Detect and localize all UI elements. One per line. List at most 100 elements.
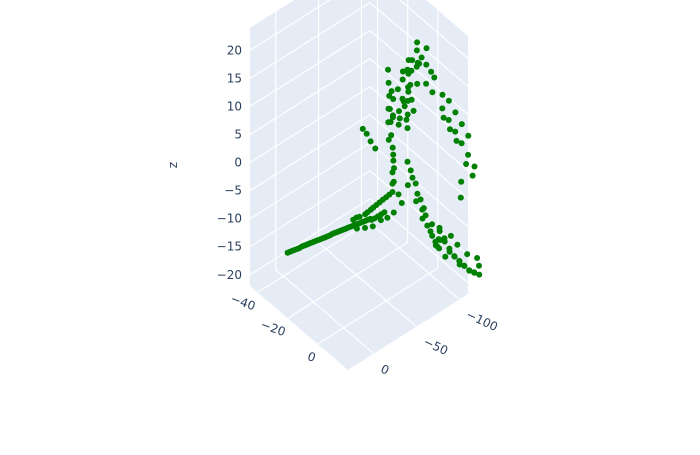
data-point — [466, 267, 473, 274]
data-point — [377, 217, 384, 224]
data-point — [458, 178, 465, 185]
data-point — [367, 215, 374, 222]
data-point — [439, 105, 446, 112]
z-tick-label: −20 — [217, 268, 242, 282]
data-point — [385, 79, 392, 86]
data-point — [359, 125, 366, 132]
data-point — [454, 241, 461, 248]
y-tick-label: −50 — [421, 335, 450, 358]
z-gridline — [249, 58, 371, 136]
data-point — [390, 157, 397, 164]
z-gridline — [249, 30, 371, 108]
z-gridline — [249, 198, 371, 276]
data-point — [388, 132, 395, 139]
z-tick-label: 5 — [234, 128, 242, 142]
data-point — [370, 204, 377, 211]
data-point — [388, 88, 395, 95]
data-point — [364, 209, 371, 216]
data-point — [452, 109, 459, 116]
data-point — [447, 126, 453, 133]
data-point — [418, 54, 425, 61]
data-point — [395, 121, 402, 128]
data-point — [429, 89, 436, 96]
data-point — [404, 158, 411, 165]
data-point — [401, 103, 408, 110]
data-point — [431, 74, 438, 81]
data-point — [446, 245, 453, 252]
data-point — [408, 96, 415, 103]
data-point — [408, 67, 415, 74]
data-point — [394, 86, 401, 93]
z-tick-label: 0 — [234, 156, 242, 170]
data-point — [442, 253, 449, 260]
data-point — [420, 205, 427, 212]
z-gridline — [249, 0, 331, 51]
data-point — [390, 209, 397, 216]
data-point — [423, 80, 430, 87]
data-point — [367, 138, 374, 145]
data-point — [423, 45, 430, 52]
data-point — [386, 106, 393, 112]
data-point — [399, 76, 406, 83]
z-tick-label: −10 — [217, 212, 242, 226]
y-gridline — [318, 242, 417, 328]
data-point — [471, 163, 478, 170]
data-point — [404, 182, 411, 189]
z-gridline — [369, 142, 469, 228]
data-point — [464, 251, 471, 258]
data-point — [396, 108, 402, 115]
data-point — [414, 190, 421, 197]
y-tick-label: 0 — [378, 362, 391, 378]
z-axis-title: z — [167, 162, 181, 168]
data-point — [432, 238, 439, 245]
data-point — [474, 255, 481, 261]
data-point — [413, 47, 420, 54]
z-gridline — [369, 86, 469, 172]
data-point — [429, 232, 436, 239]
data-point — [476, 262, 482, 269]
data-point — [434, 243, 441, 250]
data-point — [465, 151, 472, 158]
data-point — [422, 212, 429, 219]
data-point — [423, 61, 430, 68]
data-point — [458, 121, 465, 128]
data-point — [465, 132, 472, 139]
y-gridline — [361, 214, 460, 300]
data-point — [461, 262, 468, 269]
data-point — [476, 271, 483, 278]
data-point — [385, 66, 391, 73]
data-point — [441, 235, 448, 242]
data-point — [362, 224, 368, 231]
data-point — [469, 172, 476, 179]
data-point — [412, 180, 419, 187]
data-point — [452, 128, 459, 135]
z-gridline — [369, 170, 469, 256]
data-point — [398, 200, 405, 206]
floor-plane — [250, 210, 468, 370]
data-point — [400, 98, 407, 105]
data-point — [399, 68, 406, 75]
y-gridline — [275, 269, 375, 355]
data-point — [396, 115, 403, 122]
data-point — [390, 151, 397, 158]
data-point — [405, 57, 412, 64]
x-gridline — [317, 267, 439, 345]
data-point — [417, 196, 424, 203]
data-point — [424, 222, 431, 229]
data-point — [429, 221, 435, 228]
z-tick-label: 15 — [227, 71, 242, 85]
z-gridline — [249, 142, 371, 220]
data-point — [436, 224, 443, 231]
data-point — [390, 178, 397, 185]
data-point — [451, 253, 458, 260]
data-point — [372, 145, 379, 152]
x-tick-label: −40 — [229, 291, 258, 313]
scene-gridlines — [249, 0, 469, 355]
x-tick-label: −20 — [259, 317, 288, 339]
data-point — [440, 114, 447, 121]
data-point — [437, 237, 443, 243]
data-point — [389, 114, 396, 121]
data-point — [385, 136, 392, 143]
data-point — [387, 119, 394, 125]
data-point — [409, 174, 416, 181]
